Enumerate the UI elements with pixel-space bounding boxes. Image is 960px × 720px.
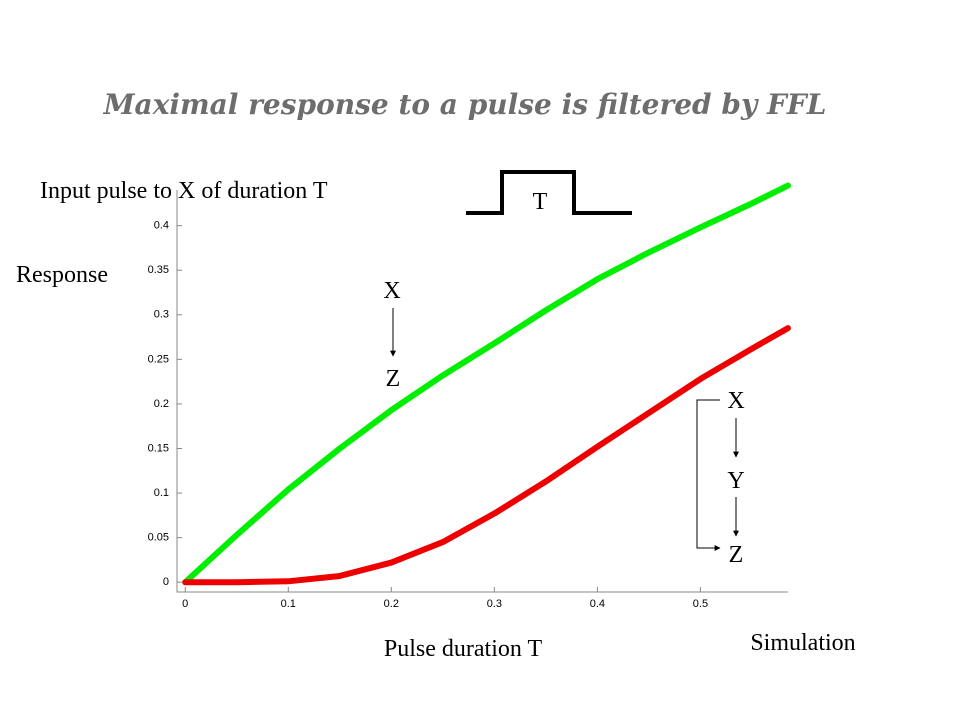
y-label: Response	[16, 262, 108, 288]
series-line	[182, 182, 791, 586]
series-line	[182, 325, 791, 586]
y-tick-label: 0	[163, 576, 169, 588]
pulse-shape	[466, 170, 632, 215]
y-tick-label: 0.35	[148, 264, 169, 276]
node: X	[383, 278, 400, 304]
x-tick-label: 0.1	[281, 598, 296, 610]
x-tick-label: 0.5	[693, 598, 708, 610]
node: X	[727, 388, 744, 414]
plot: 0 0.05 0.1 0.15 0.2 0.25 0.3 0.35 0.4 0 0.1 0.2 0.3 0…	[148, 182, 791, 610]
x-tick-label: 0.4	[590, 598, 605, 610]
x-label: Pulse duration T	[384, 636, 543, 662]
x-tick-label: 0.3	[487, 598, 502, 610]
y-tick-label: 0.3	[154, 309, 169, 321]
axes-box	[176, 190, 788, 593]
y-tick-label: 0.25	[148, 353, 169, 365]
node: Y	[727, 468, 744, 494]
pulse-label: T	[533, 189, 548, 215]
x-tick-label: 0.2	[384, 598, 399, 610]
node: Z	[386, 366, 401, 392]
source: Simulation	[750, 630, 855, 656]
bypass-arrow	[696, 399, 721, 551]
y-tick-label: 0.1	[154, 487, 169, 499]
chart-title: Maximal response to a pulse is filtered …	[103, 88, 827, 121]
y-tick-label: 0.05	[148, 532, 169, 544]
node: Z	[729, 542, 744, 568]
subtitle: Input pulse to X of duration T	[40, 178, 328, 204]
y-tick-label: 0.4	[154, 220, 169, 232]
y-tick-label: 0.2	[154, 398, 169, 410]
x-tick-label: 0	[182, 598, 188, 610]
y-tick-label: 0.15	[148, 442, 169, 454]
